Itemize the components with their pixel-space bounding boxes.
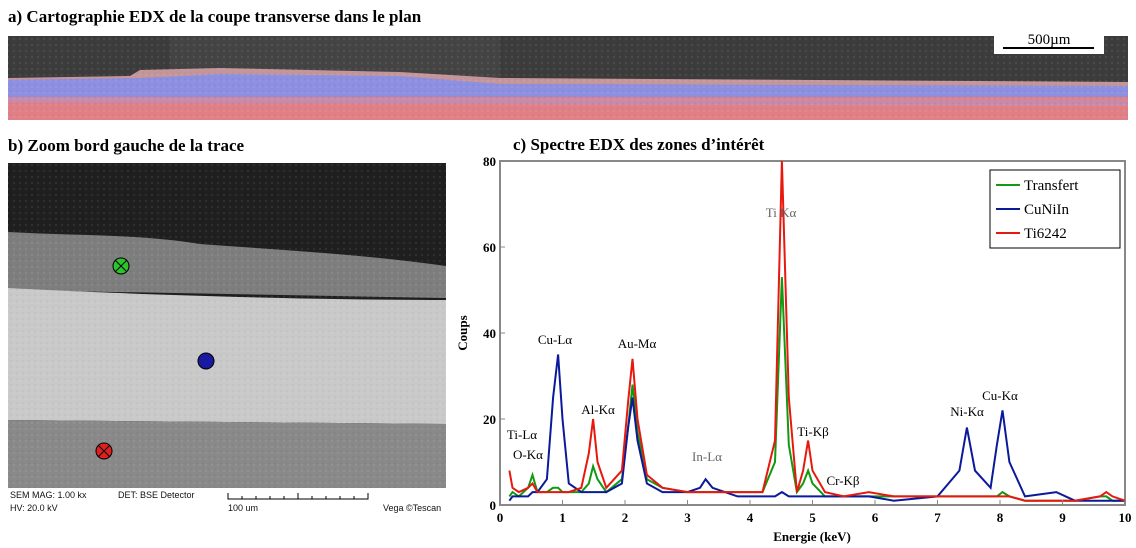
- peak-label: Cr-Kβ: [826, 473, 859, 488]
- chart-title: c) Spectre EDX des zones d’intérêt: [513, 135, 765, 154]
- sem-scale: 100 um: [228, 503, 258, 513]
- legend-label: Ti6242: [1024, 226, 1067, 242]
- y-axis-label: Coups: [455, 315, 470, 350]
- series-group: [508, 161, 1125, 502]
- edx-map: 500µm: [8, 32, 1128, 120]
- sem-mag: SEM MAG: 1.00 kx: [10, 490, 87, 500]
- y-tick-label: 60: [483, 240, 496, 255]
- panel-b-title: b) Zoom bord gauche de la trace: [8, 136, 245, 155]
- x-tick-label: 2: [622, 510, 629, 525]
- plot: Ti Kα Cu-Lα Au-Mα Al-Kα Ti-Lα O-Kα In-Lα Ti-Kβ C…: [507, 161, 1125, 502]
- x-tick-label: 10: [1119, 510, 1132, 525]
- peak-label: Cu-Kα: [982, 388, 1018, 403]
- legend-label: Transfert: [1024, 178, 1079, 194]
- legend-label: CuNiIn: [1024, 202, 1070, 218]
- peak-label: Au-Mα: [618, 336, 657, 351]
- spectrum-line: [508, 354, 1125, 502]
- spectrum-line: [508, 277, 1125, 502]
- peak-label: In-Lα: [692, 449, 722, 464]
- peak-label: Al-Kα: [581, 402, 615, 417]
- peak-label: Ti-Lα: [507, 427, 537, 442]
- peak-label: Cu-Lα: [538, 332, 572, 347]
- peak-label: Ti-Kβ: [797, 424, 829, 439]
- scale-bar-label: 500µm: [1028, 32, 1071, 48]
- y-tick-label: 20: [483, 412, 496, 427]
- x-tick-label: 7: [934, 510, 941, 525]
- panel-a-title: a) Cartographie EDX de la coupe transver…: [8, 7, 422, 26]
- y-tick-label: 0: [490, 498, 497, 513]
- x-tick-label: 9: [1059, 510, 1066, 525]
- x-axis-label: Energie (keV): [773, 529, 851, 544]
- x-tick-label: 0: [497, 510, 504, 525]
- y-tick-label: 40: [483, 326, 496, 341]
- spectrum-line: [508, 161, 1125, 502]
- sem-image: SEM MAG: 1.00 kx DET: BSE Detector HV: 2…: [8, 163, 446, 514]
- peak-label: Ti Kα: [766, 205, 797, 220]
- x-tick-label: 6: [872, 510, 879, 525]
- sem-det: DET: BSE Detector: [118, 490, 195, 500]
- x-tick-label: 5: [809, 510, 816, 525]
- x-tick-label: 8: [997, 510, 1004, 525]
- sem-hv: HV: 20.0 kV: [10, 503, 58, 513]
- y-tick-label: 80: [483, 154, 496, 169]
- sem-brand: Vega ©Tescan: [383, 503, 441, 513]
- x-tick-label: 1: [559, 510, 566, 525]
- peak-label: O-Kα: [513, 447, 543, 462]
- x-tick-label: 4: [747, 510, 754, 525]
- peak-label: Ni-Kα: [950, 404, 984, 419]
- x-tick-label: 3: [684, 510, 691, 525]
